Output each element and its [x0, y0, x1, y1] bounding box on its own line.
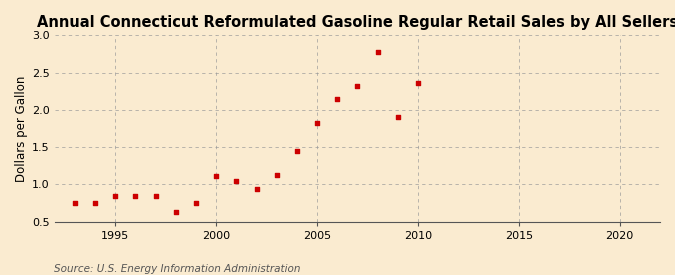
Point — [251, 187, 262, 191]
Text: Source: U.S. Energy Information Administration: Source: U.S. Energy Information Administ… — [54, 264, 300, 274]
Point — [372, 50, 383, 54]
Point — [170, 210, 181, 214]
Point — [231, 178, 242, 183]
Point — [211, 174, 221, 178]
Point — [271, 173, 282, 178]
Point — [151, 194, 161, 199]
Point — [332, 97, 343, 101]
Title: Annual Connecticut Reformulated Gasoline Regular Retail Sales by All Sellers: Annual Connecticut Reformulated Gasoline… — [37, 15, 675, 30]
Point — [190, 201, 201, 205]
Point — [392, 114, 403, 119]
Point — [110, 194, 121, 199]
Point — [130, 194, 141, 199]
Point — [352, 84, 362, 88]
Point — [70, 201, 80, 205]
Point — [292, 149, 302, 153]
Point — [90, 201, 101, 205]
Y-axis label: Dollars per Gallon: Dollars per Gallon — [15, 75, 28, 182]
Point — [412, 81, 423, 85]
Point — [312, 121, 323, 125]
